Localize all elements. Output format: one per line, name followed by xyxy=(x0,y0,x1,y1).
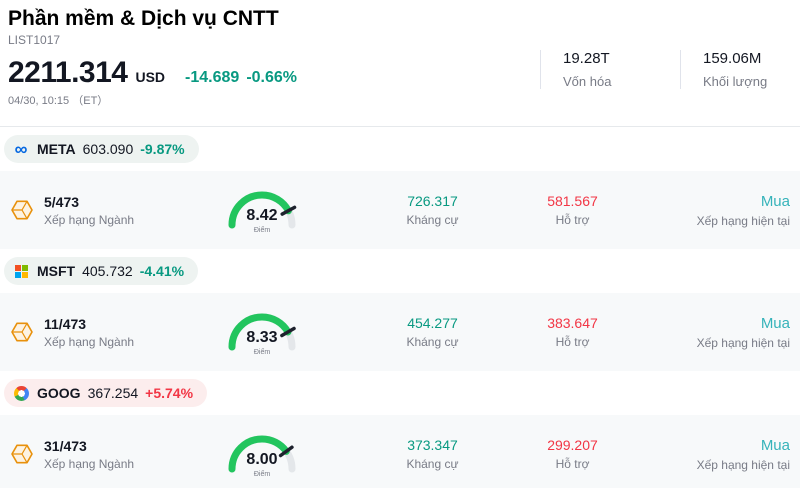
price-change-percent: -0.66% xyxy=(246,69,298,86)
score-gauge: 8.33 Điểm xyxy=(220,301,310,363)
resistance-column: 373.347 Kháng cự xyxy=(350,437,515,471)
price-change: -14.689 xyxy=(185,69,240,86)
stock-section-msft: MSFT 405.732 -4.41% 11/473 Xếp hạng Ngàn… xyxy=(0,249,800,371)
support-column: 299.207 Hỗ trợ xyxy=(515,437,630,471)
score-gauge: 8.42 Điểm xyxy=(220,179,310,241)
rank-label: Xếp hạng Ngành xyxy=(44,212,135,227)
resistance-value: 726.317 xyxy=(407,193,458,209)
support-column: 383.647 Hỗ trợ xyxy=(515,315,630,349)
ticker-pill-row: MSFT 405.732 -4.41% xyxy=(0,249,800,293)
ticker-pill-row: GOOG 367.254 +5.74% xyxy=(0,371,800,415)
score-label: Điểm xyxy=(253,349,271,356)
stock-detail-row[interactable]: 11/473 Xếp hạng Ngành 8.33 Điểm 454.277 … xyxy=(0,293,800,371)
resistance-value: 373.347 xyxy=(407,437,458,453)
page-title: Phần mềm & Dịch vụ CNTT xyxy=(8,7,279,30)
market-cap-value: 19.28T xyxy=(563,50,610,67)
rating-label: Xếp hạng hiện tại xyxy=(696,213,790,228)
ticker-pill-row: ∞ META 603.090 -9.87% xyxy=(0,127,800,171)
rating-value: Mua xyxy=(760,436,790,454)
score-gauge: 8.00 Điểm xyxy=(220,423,310,485)
rating-value: Mua xyxy=(760,314,790,332)
rating-label: Xếp hạng hiện tại xyxy=(696,457,790,472)
rating-column: Mua Xếp hạng hiện tại xyxy=(630,437,800,472)
price-row: 2211.314 USD -14.689 -0.66% xyxy=(8,56,790,90)
stock-section-meta: ∞ META 603.090 -9.87% 5/473 Xếp hạng Ngà… xyxy=(0,127,800,249)
support-value: 581.567 xyxy=(547,193,598,209)
ticker-symbol: MSFT xyxy=(37,263,76,279)
resistance-label: Kháng cự xyxy=(406,213,459,227)
list-id: LIST1017 xyxy=(8,33,61,47)
gauge-arc-icon xyxy=(228,435,296,473)
market-cap-stat: 19.28T Vốn hóa xyxy=(540,50,658,89)
rank-block: 31/473 Xếp hạng Ngành xyxy=(0,438,220,471)
currency-label: USD xyxy=(135,69,166,85)
ticker-pill-msft[interactable]: MSFT 405.732 -4.41% xyxy=(4,257,199,285)
stock-detail-row[interactable]: 31/473 Xếp hạng Ngành 8.00 Điểm 373.347 … xyxy=(0,415,800,488)
support-label: Hỗ trợ xyxy=(555,213,590,227)
google-logo-icon xyxy=(12,384,30,402)
rank-text: 11/473 Xếp hạng Ngành xyxy=(44,316,134,349)
hexagon-rank-icon xyxy=(11,200,33,220)
rating-label: Xếp hạng hiện tại xyxy=(696,335,790,350)
rating-column: Mua Xếp hạng hiện tại xyxy=(630,315,800,350)
resistance-label: Kháng cự xyxy=(406,335,459,349)
rank-value: 31/473 xyxy=(44,437,87,454)
meta-logo-icon: ∞ xyxy=(14,139,28,159)
rank-text: 5/473 Xếp hạng Ngành xyxy=(44,194,134,227)
score-label: Điểm xyxy=(253,227,271,234)
ticker-price: 603.090 xyxy=(82,141,134,157)
resistance-column: 726.317 Kháng cự xyxy=(350,193,515,227)
rank-label: Xếp hạng Ngành xyxy=(44,456,135,471)
rating-column: Mua Xếp hạng hiện tại xyxy=(630,193,800,228)
score-value: 8.00 xyxy=(246,451,278,468)
header-stats: 19.28T Vốn hóa 159.06M Khối lượng xyxy=(518,50,798,89)
hexagon-rank-icon xyxy=(11,322,33,342)
ticker-symbol: GOOG xyxy=(37,385,81,401)
stock-detail-row[interactable]: 5/473 Xếp hạng Ngành 8.42 Điểm 726.317 K… xyxy=(0,171,800,249)
date-time-text: 04/30, 10:15 xyxy=(8,95,70,107)
resistance-label: Kháng cự xyxy=(406,457,459,471)
rank-label: Xếp hạng Ngành xyxy=(44,334,135,349)
rank-block: 5/473 Xếp hạng Ngành xyxy=(0,194,220,227)
support-column: 581.567 Hỗ trợ xyxy=(515,193,630,227)
microsoft-logo-icon xyxy=(12,262,30,280)
volume-stat: 159.06M Khối lượng xyxy=(680,50,798,89)
timezone-text: （ET） xyxy=(72,95,109,107)
ticker-pill-goog[interactable]: GOOG 367.254 +5.74% xyxy=(4,379,208,407)
ticker-price: 367.254 xyxy=(87,385,139,401)
ticker-price: 405.732 xyxy=(82,263,133,279)
rating-value: Mua xyxy=(760,192,790,210)
volume-value: 159.06M xyxy=(703,50,762,67)
header: Phần mềm & Dịch vụ CNTT LIST1017 2211.31… xyxy=(0,0,800,127)
ticker-symbol: META xyxy=(37,141,76,157)
ticker-change-percent: -9.87% xyxy=(140,141,185,157)
support-value: 299.207 xyxy=(547,437,598,453)
rank-value: 11/473 xyxy=(44,315,87,332)
support-value: 383.647 xyxy=(547,315,598,331)
gauge-arc-icon xyxy=(228,191,297,229)
rank-value: 5/473 xyxy=(44,193,80,210)
support-label: Hỗ trợ xyxy=(555,457,590,471)
support-label: Hỗ trợ xyxy=(555,335,590,349)
volume-label: Khối lượng xyxy=(703,74,768,89)
rank-text: 31/473 Xếp hạng Ngành xyxy=(44,438,134,471)
index-price: 2211.314 xyxy=(8,56,128,89)
ticker-change-percent: -4.41% xyxy=(139,263,185,279)
ticker-pill-meta[interactable]: ∞ META 603.090 -9.87% xyxy=(4,135,199,163)
score-value: 8.42 xyxy=(246,207,278,224)
hexagon-rank-icon xyxy=(11,444,33,464)
ticker-change-percent: +5.74% xyxy=(145,385,194,401)
score-value: 8.33 xyxy=(246,329,278,346)
gauge-arc-icon xyxy=(228,313,296,351)
rank-block: 11/473 Xếp hạng Ngành xyxy=(0,316,220,349)
market-cap-label: Vốn hóa xyxy=(563,74,612,89)
datetime: 04/30, 10:15 （ET） xyxy=(8,92,790,108)
score-label: Điểm xyxy=(253,471,271,478)
resistance-column: 454.277 Kháng cự xyxy=(350,315,515,349)
stock-section-goog: GOOG 367.254 +5.74% 31/473 Xếp hạng Ngàn… xyxy=(0,371,800,488)
resistance-value: 454.277 xyxy=(407,315,458,331)
